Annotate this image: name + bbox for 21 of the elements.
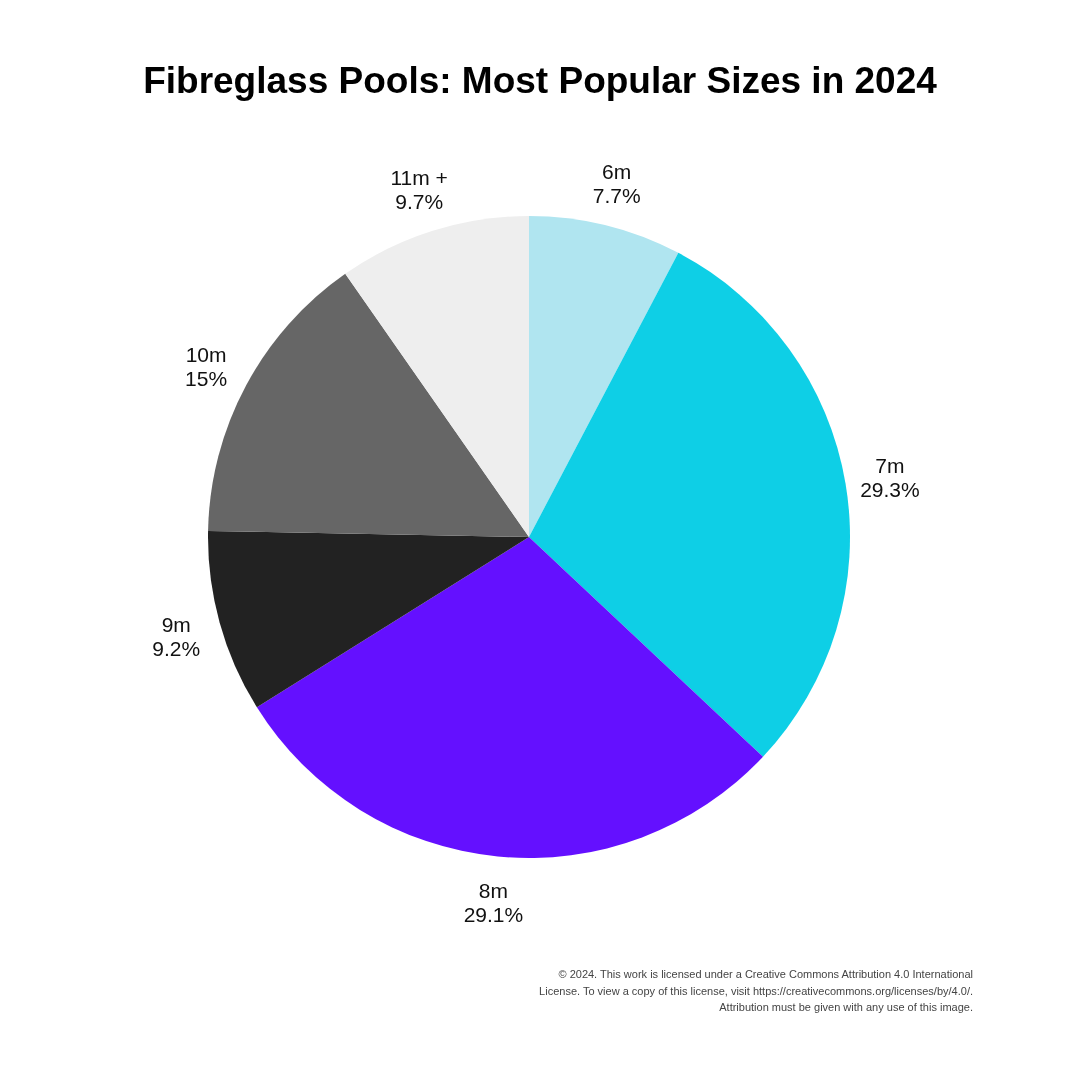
slice-label: 11m + bbox=[390, 165, 448, 189]
pie-slice bbox=[208, 530, 529, 708]
data-label: 7.7% bbox=[592, 183, 641, 207]
slice-label: 6m bbox=[602, 159, 632, 183]
pie-slice bbox=[529, 252, 850, 757]
slice-label: 10m bbox=[185, 342, 227, 366]
text: Attribution must be given with any use of this image. bbox=[719, 1001, 973, 1013]
slice-label: 7m bbox=[875, 454, 905, 478]
slice-label: 8m bbox=[478, 879, 509, 903]
data-label: 29.3% bbox=[860, 478, 920, 502]
data-label: 9.7% bbox=[395, 189, 444, 213]
pie-slice bbox=[256, 537, 763, 858]
text: © 2024. This work is licensed under a Creative Commons Attribution 4.0 International bbox=[558, 968, 973, 980]
pie-slice bbox=[345, 216, 529, 537]
text: License. To view a copy of this license, visit https://creativecommons.org/licenses/by/4.0/. bbox=[539, 984, 973, 997]
data-label: 9.2% bbox=[152, 636, 201, 660]
slice-label: 9m bbox=[161, 612, 191, 636]
pie-slice bbox=[529, 216, 679, 537]
data-label: 15% bbox=[185, 366, 228, 390]
chart-title: Fibreglass Pools: Most Popular Sizes in 2024 bbox=[143, 60, 938, 101]
data-label: 29.1% bbox=[463, 903, 524, 927]
